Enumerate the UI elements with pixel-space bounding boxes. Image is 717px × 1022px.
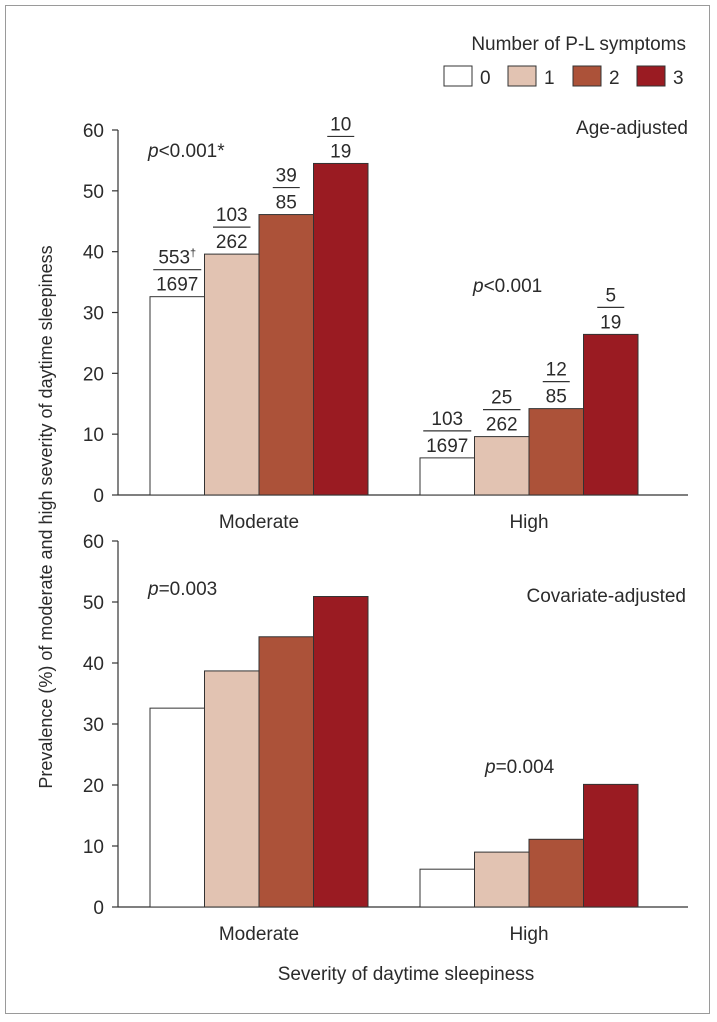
panel-title: Age-adjusted xyxy=(576,118,688,139)
y-tick-label: 20 xyxy=(83,364,104,385)
legend-swatch-3 xyxy=(636,65,666,87)
legend-label-3: 3 xyxy=(673,68,684,89)
bar-high-0 xyxy=(419,868,475,908)
bar-high-3 xyxy=(583,783,639,908)
legend-title: Number of P-L symptoms xyxy=(471,34,686,55)
y-tick-label: 20 xyxy=(83,776,104,797)
fraction-denominator: 262 xyxy=(486,415,518,436)
fraction-numerator: 553† xyxy=(158,248,196,269)
fraction-denominator: 19 xyxy=(330,141,351,162)
fraction-numerator: 10 xyxy=(330,114,351,135)
fraction-numerator: 103 xyxy=(431,409,463,430)
fraction-denominator: 1697 xyxy=(156,275,198,296)
bar-high-3 xyxy=(583,333,639,496)
fraction-numerator: 12 xyxy=(546,360,567,381)
y-tick-label: 0 xyxy=(93,898,104,919)
fraction-denominator: 19 xyxy=(600,312,621,333)
bar-moderate-1 xyxy=(204,253,260,496)
fraction-denominator: 85 xyxy=(546,387,567,408)
panel-title: Covariate-adjusted xyxy=(527,586,686,607)
bar-high-2 xyxy=(528,408,584,496)
bar-moderate-1 xyxy=(204,670,260,908)
y-tick-label: 10 xyxy=(83,837,104,858)
legend-swatch-1 xyxy=(507,65,537,87)
p-value-label: p<0.001 xyxy=(472,276,542,297)
bar-moderate-0 xyxy=(149,707,205,908)
fraction-numerator: 39 xyxy=(276,166,297,187)
legend-label-1: 1 xyxy=(544,68,555,89)
bar-high-2 xyxy=(528,838,584,908)
y-tick-label: 30 xyxy=(83,304,104,325)
panel-covariate-adjusted: Covariate-adjusted 0 10 20 30 40 50 60 Moderate… xyxy=(83,532,688,945)
y-tick-label: 10 xyxy=(83,425,104,446)
dagger-mark: † xyxy=(190,248,196,260)
category-label-moderate: Moderate xyxy=(219,924,299,945)
bar-high-0 xyxy=(419,457,475,496)
y-tick-label: 30 xyxy=(83,715,104,736)
bar-high-1 xyxy=(474,851,530,908)
category-label-moderate: Moderate xyxy=(219,512,299,533)
p-value-label: p=0.003 xyxy=(147,579,217,600)
y-tick-label: 0 xyxy=(93,486,104,507)
fraction-numerator: 103 xyxy=(216,205,248,226)
y-tick-label: 40 xyxy=(83,243,104,264)
x-axis-label: Severity of daytime sleepiness xyxy=(278,964,535,985)
legend-swatch-0 xyxy=(443,65,473,87)
bar-moderate-3 xyxy=(313,162,369,496)
legend: Number of P-L symptoms 0 1 2 3 xyxy=(443,34,686,89)
fraction-numerator: 5 xyxy=(605,285,616,306)
bar-moderate-2 xyxy=(258,636,314,908)
y-tick-label: 60 xyxy=(83,121,104,142)
fraction-numerator: 25 xyxy=(491,388,512,409)
fraction-denominator: 85 xyxy=(276,193,297,214)
y-tick-label: 50 xyxy=(83,182,104,203)
category-label-high: High xyxy=(509,924,548,945)
bar-moderate-2 xyxy=(258,214,314,496)
bar-moderate-3 xyxy=(313,596,369,908)
legend-label-2: 2 xyxy=(609,68,620,89)
bar-high-1 xyxy=(474,436,530,496)
legend-swatch-2 xyxy=(572,65,602,87)
bar-moderate-0 xyxy=(149,296,205,496)
y-axis-label: Prevalence (%) of moderate and high seve… xyxy=(36,245,56,788)
category-label-high: High xyxy=(509,512,548,533)
fraction-denominator: 262 xyxy=(216,232,248,253)
y-tick-label: 40 xyxy=(83,654,104,675)
y-tick-label: 60 xyxy=(83,532,104,553)
y-tick-label: 50 xyxy=(83,593,104,614)
panel-age-adjusted: Age-adjusted 0 10 20 30 40 50 60 553† 1697 103 262… xyxy=(83,114,688,533)
p-value-label: p<0.001* xyxy=(147,141,225,162)
p-value-label: p=0.004 xyxy=(484,757,555,778)
legend-label-0: 0 xyxy=(480,68,491,89)
figure-frame xyxy=(5,5,710,1014)
fraction-denominator: 1697 xyxy=(426,436,468,457)
